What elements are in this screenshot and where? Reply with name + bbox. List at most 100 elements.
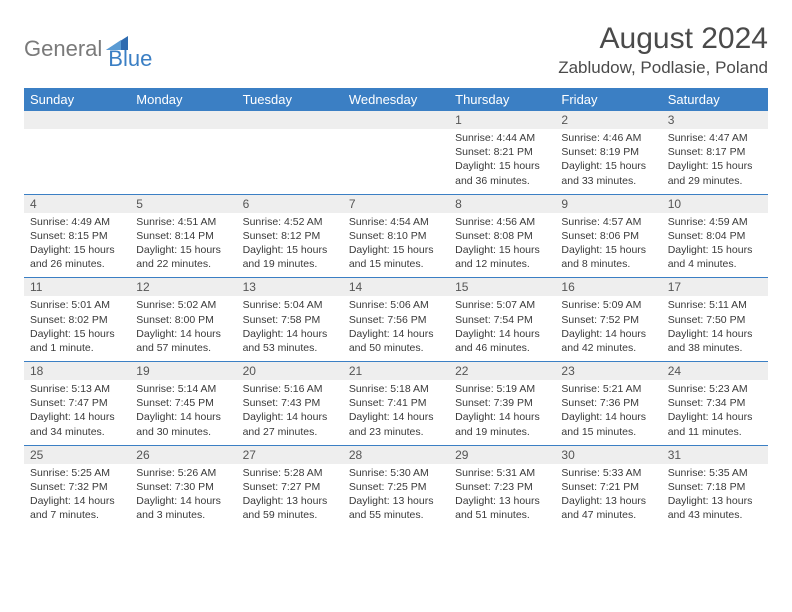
day-detail-cell: Sunrise: 5:31 AMSunset: 7:23 PMDaylight:…	[449, 464, 555, 529]
day-detail-cell: Sunrise: 5:02 AMSunset: 8:00 PMDaylight:…	[130, 296, 236, 361]
weekday-header: Monday	[130, 88, 236, 111]
sunset-text: Sunset: 7:23 PM	[455, 480, 549, 494]
sunset-text: Sunset: 7:56 PM	[349, 313, 443, 327]
sunrise-text: Sunrise: 5:25 AM	[30, 466, 124, 480]
day-number-cell: 29	[449, 445, 555, 464]
daylight-text: Daylight: 15 hours and 8 minutes.	[561, 243, 655, 271]
day-number-row: 18192021222324	[24, 362, 768, 381]
sunset-text: Sunset: 8:12 PM	[243, 229, 337, 243]
daylight-text: Daylight: 13 hours and 47 minutes.	[561, 494, 655, 522]
daylight-text: Daylight: 13 hours and 43 minutes.	[668, 494, 762, 522]
sunset-text: Sunset: 8:08 PM	[455, 229, 549, 243]
sunset-text: Sunset: 8:21 PM	[455, 145, 549, 159]
day-number-cell: 11	[24, 278, 130, 297]
daylight-text: Daylight: 15 hours and 36 minutes.	[455, 159, 549, 187]
sunrise-text: Sunrise: 5:33 AM	[561, 466, 655, 480]
day-number-cell: 8	[449, 194, 555, 213]
sunrise-text: Sunrise: 5:09 AM	[561, 298, 655, 312]
daylight-text: Daylight: 14 hours and 11 minutes.	[668, 410, 762, 438]
sunset-text: Sunset: 7:21 PM	[561, 480, 655, 494]
calendar-body: 123Sunrise: 4:44 AMSunset: 8:21 PMDaylig…	[24, 111, 768, 528]
logo-text-general: General	[24, 36, 102, 62]
daylight-text: Daylight: 14 hours and 34 minutes.	[30, 410, 124, 438]
daylight-text: Daylight: 15 hours and 1 minute.	[30, 327, 124, 355]
daylight-text: Daylight: 14 hours and 3 minutes.	[136, 494, 230, 522]
day-detail-cell: Sunrise: 4:57 AMSunset: 8:06 PMDaylight:…	[555, 213, 661, 278]
sunrise-text: Sunrise: 5:14 AM	[136, 382, 230, 396]
day-detail-row: Sunrise: 4:44 AMSunset: 8:21 PMDaylight:…	[24, 129, 768, 194]
day-number-cell: 31	[662, 445, 768, 464]
daylight-text: Daylight: 15 hours and 15 minutes.	[349, 243, 443, 271]
day-number-cell: 21	[343, 362, 449, 381]
day-detail-cell	[237, 129, 343, 194]
weekday-header: Thursday	[449, 88, 555, 111]
sunset-text: Sunset: 8:06 PM	[561, 229, 655, 243]
sunset-text: Sunset: 7:52 PM	[561, 313, 655, 327]
day-detail-cell: Sunrise: 4:46 AMSunset: 8:19 PMDaylight:…	[555, 129, 661, 194]
sunrise-text: Sunrise: 5:30 AM	[349, 466, 443, 480]
sunset-text: Sunset: 7:32 PM	[30, 480, 124, 494]
sunrise-text: Sunrise: 4:46 AM	[561, 131, 655, 145]
day-detail-cell: Sunrise: 5:35 AMSunset: 7:18 PMDaylight:…	[662, 464, 768, 529]
day-detail-cell: Sunrise: 5:16 AMSunset: 7:43 PMDaylight:…	[237, 380, 343, 445]
daylight-text: Daylight: 15 hours and 19 minutes.	[243, 243, 337, 271]
sunrise-text: Sunrise: 4:56 AM	[455, 215, 549, 229]
day-detail-cell: Sunrise: 5:21 AMSunset: 7:36 PMDaylight:…	[555, 380, 661, 445]
daylight-text: Daylight: 14 hours and 46 minutes.	[455, 327, 549, 355]
sunset-text: Sunset: 8:17 PM	[668, 145, 762, 159]
day-detail-cell	[130, 129, 236, 194]
daylight-text: Daylight: 14 hours and 38 minutes.	[668, 327, 762, 355]
logo: General Blue	[24, 26, 152, 72]
day-detail-cell: Sunrise: 5:23 AMSunset: 7:34 PMDaylight:…	[662, 380, 768, 445]
day-detail-cell: Sunrise: 5:33 AMSunset: 7:21 PMDaylight:…	[555, 464, 661, 529]
sunrise-text: Sunrise: 4:47 AM	[668, 131, 762, 145]
sunset-text: Sunset: 7:41 PM	[349, 396, 443, 410]
day-detail-row: Sunrise: 5:13 AMSunset: 7:47 PMDaylight:…	[24, 380, 768, 445]
sunset-text: Sunset: 7:18 PM	[668, 480, 762, 494]
daylight-text: Daylight: 13 hours and 51 minutes.	[455, 494, 549, 522]
day-detail-cell: Sunrise: 5:26 AMSunset: 7:30 PMDaylight:…	[130, 464, 236, 529]
day-detail-cell: Sunrise: 5:28 AMSunset: 7:27 PMDaylight:…	[237, 464, 343, 529]
day-detail-cell: Sunrise: 5:06 AMSunset: 7:56 PMDaylight:…	[343, 296, 449, 361]
daylight-text: Daylight: 14 hours and 7 minutes.	[30, 494, 124, 522]
day-number-cell: 9	[555, 194, 661, 213]
day-number-cell: 14	[343, 278, 449, 297]
day-number-cell: 25	[24, 445, 130, 464]
day-number-row: 123	[24, 111, 768, 129]
day-number-cell: 13	[237, 278, 343, 297]
day-detail-cell: Sunrise: 5:13 AMSunset: 7:47 PMDaylight:…	[24, 380, 130, 445]
sunset-text: Sunset: 7:43 PM	[243, 396, 337, 410]
weekday-header: Tuesday	[237, 88, 343, 111]
day-detail-cell: Sunrise: 5:07 AMSunset: 7:54 PMDaylight:…	[449, 296, 555, 361]
day-detail-cell	[343, 129, 449, 194]
day-number-cell	[24, 111, 130, 129]
day-number-row: 45678910	[24, 194, 768, 213]
daylight-text: Daylight: 15 hours and 26 minutes.	[30, 243, 124, 271]
sunset-text: Sunset: 7:47 PM	[30, 396, 124, 410]
sunrise-text: Sunrise: 4:59 AM	[668, 215, 762, 229]
day-number-cell	[237, 111, 343, 129]
day-number-cell: 6	[237, 194, 343, 213]
day-detail-cell: Sunrise: 5:01 AMSunset: 8:02 PMDaylight:…	[24, 296, 130, 361]
calendar-table: SundayMondayTuesdayWednesdayThursdayFrid…	[24, 88, 768, 528]
day-detail-cell: Sunrise: 4:44 AMSunset: 8:21 PMDaylight:…	[449, 129, 555, 194]
sunrise-text: Sunrise: 5:31 AM	[455, 466, 549, 480]
day-number-cell: 19	[130, 362, 236, 381]
day-detail-cell: Sunrise: 5:30 AMSunset: 7:25 PMDaylight:…	[343, 464, 449, 529]
sunrise-text: Sunrise: 5:11 AM	[668, 298, 762, 312]
daylight-text: Daylight: 15 hours and 12 minutes.	[455, 243, 549, 271]
day-number-cell: 28	[343, 445, 449, 464]
sunrise-text: Sunrise: 4:54 AM	[349, 215, 443, 229]
location: Zabludow, Podlasie, Poland	[558, 58, 768, 78]
sunrise-text: Sunrise: 4:49 AM	[30, 215, 124, 229]
day-number-cell: 22	[449, 362, 555, 381]
day-detail-cell: Sunrise: 4:54 AMSunset: 8:10 PMDaylight:…	[343, 213, 449, 278]
day-number-cell: 4	[24, 194, 130, 213]
day-number-cell: 18	[24, 362, 130, 381]
sunset-text: Sunset: 7:58 PM	[243, 313, 337, 327]
day-detail-cell: Sunrise: 5:25 AMSunset: 7:32 PMDaylight:…	[24, 464, 130, 529]
day-number-cell: 5	[130, 194, 236, 213]
sunset-text: Sunset: 8:14 PM	[136, 229, 230, 243]
daylight-text: Daylight: 14 hours and 19 minutes.	[455, 410, 549, 438]
day-number-cell: 7	[343, 194, 449, 213]
